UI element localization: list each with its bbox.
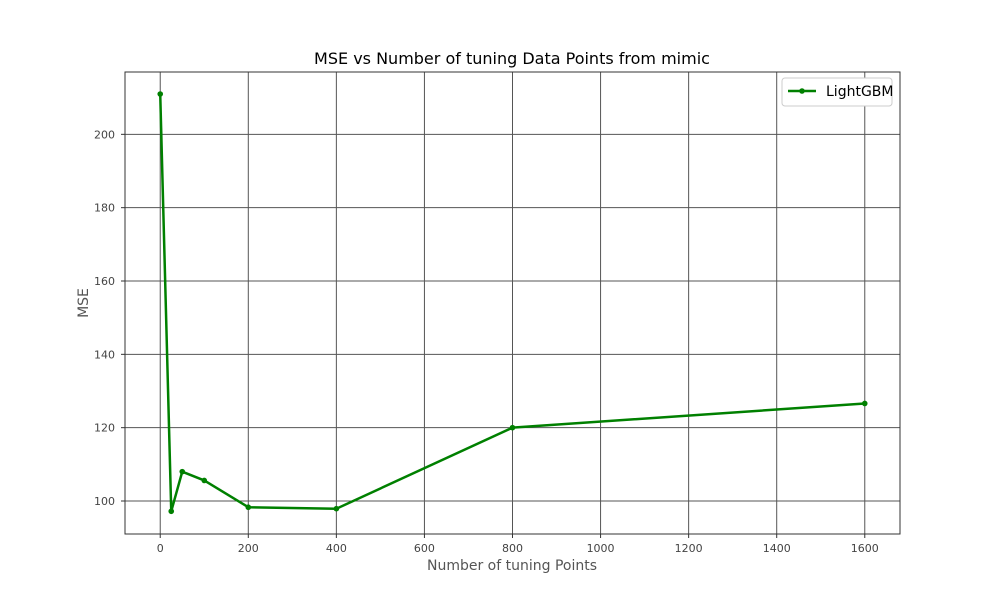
data-point	[861, 400, 868, 407]
legend: LightGBM	[781, 77, 893, 107]
x-axis-ticks: 0 200 400 600 800 1000 1200 1400 1600	[157, 534, 879, 555]
data-point	[245, 504, 252, 511]
x-tick-label: 1400	[763, 542, 791, 555]
chart-title: MSE vs Number of tuning Data Points from…	[314, 49, 710, 68]
y-tick-label: 100	[94, 495, 115, 508]
legend-box	[781, 77, 893, 107]
x-tick-label: 0	[157, 542, 164, 555]
data-point	[168, 508, 175, 515]
legend-label: LightGBM	[826, 84, 893, 100]
y-axis-ticks: 100 120 140 160 180 200	[94, 128, 125, 508]
y-axis-label: MSE	[76, 288, 92, 318]
x-tick-label: 800	[502, 542, 523, 555]
series-line	[158, 93, 865, 513]
y-tick-label: 140	[94, 348, 115, 361]
x-tick-label: 600	[414, 542, 435, 555]
x-axis-label: Number of tuning Points	[427, 558, 597, 574]
y-tick-label: 200	[94, 128, 115, 141]
data-point	[201, 477, 208, 484]
data-point	[179, 468, 186, 475]
y-tick-label: 120	[94, 422, 115, 435]
x-tick-label: 1600	[851, 542, 879, 555]
x-tick-label: 1200	[675, 542, 703, 555]
y-tick-label: 180	[94, 202, 115, 215]
x-tick-label: 200	[238, 542, 259, 555]
data-point	[157, 91, 164, 97]
x-tick-label: 400	[326, 542, 347, 555]
legend-marker	[799, 88, 805, 94]
y-tick-label: 160	[94, 275, 115, 288]
data-point	[333, 505, 340, 512]
data-point	[509, 424, 516, 431]
series-layer	[157, 91, 868, 515]
x-tick-label: 1000	[587, 542, 615, 555]
